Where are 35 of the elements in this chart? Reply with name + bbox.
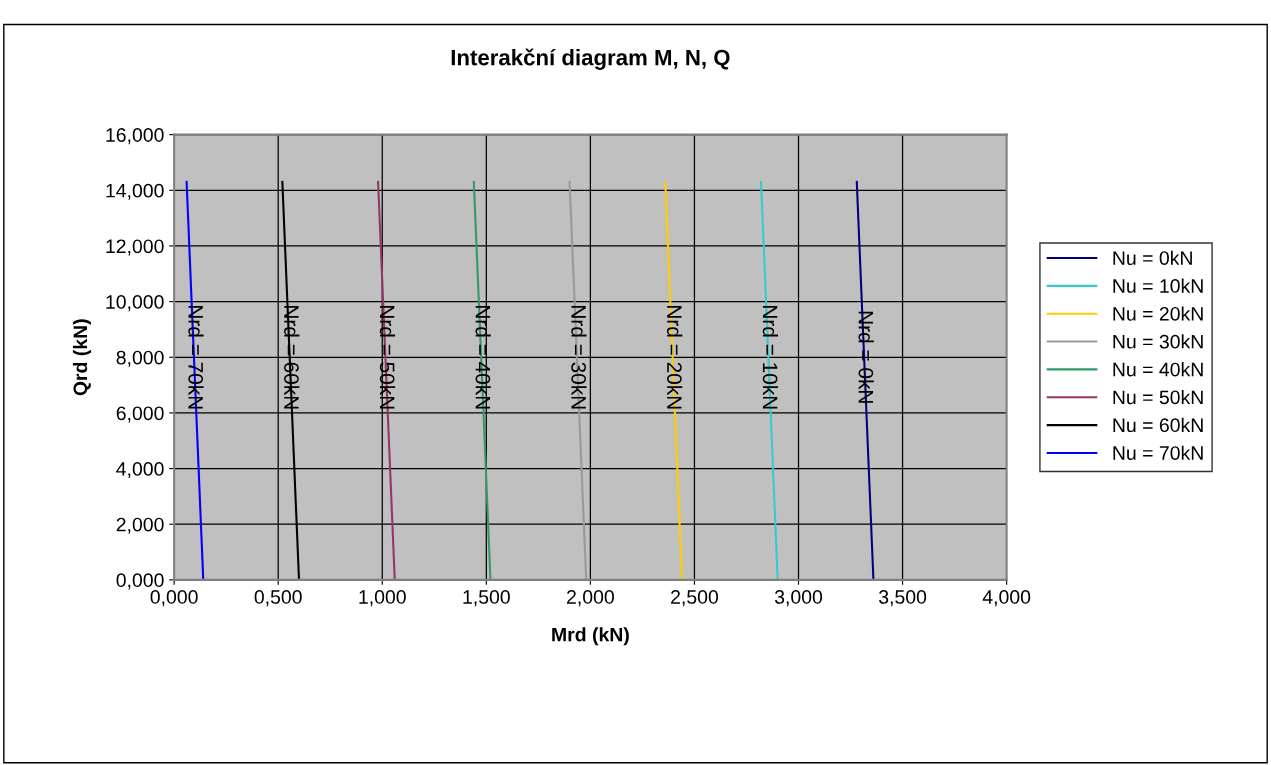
annotation: Nrd = 20kN <box>667 305 683 409</box>
annotation: Nrd = 40kN <box>475 305 491 409</box>
y-tick-label: 6,000 <box>116 406 164 423</box>
annotation: Nrd = 10kN <box>762 305 779 409</box>
x-tick-label: 1,000 <box>359 590 406 607</box>
x-tick-label: 3,500 <box>878 590 927 607</box>
y-tick-label: 14,000 <box>106 183 164 200</box>
y-tick-label: 10,000 <box>106 295 164 312</box>
y-tick-label: 12,000 <box>106 239 164 256</box>
y-tick-label: 2,000 <box>116 517 164 534</box>
x-tick-label: 4,000 <box>982 590 1031 607</box>
x-tick-label: 3,000 <box>774 590 823 607</box>
y-axis-title: Qrd (kN) <box>72 319 92 396</box>
x-tick-label: 1,500 <box>463 590 510 607</box>
x-axis-title: Mrd (kN) <box>552 627 629 646</box>
x-tick-label: 0,500 <box>254 590 302 607</box>
legend-label: Nu = 50kN <box>1113 389 1203 405</box>
x-tick-label: 0,000 <box>150 590 198 607</box>
annotation: Nrd = 50kN <box>379 305 396 409</box>
y-tick-label: 0,000 <box>116 573 164 590</box>
y-tick-label: 4,000 <box>116 462 164 479</box>
legend-label: Nu = 60kN <box>1113 417 1203 433</box>
annotation: Nrd = 70kN <box>188 305 204 409</box>
y-tick-label: 16,000 <box>106 128 164 145</box>
legend-label: Nu = 30kN <box>1113 334 1203 349</box>
legend-label: Nu = 10kN <box>1113 278 1203 293</box>
legend-label: Nu = 40kN <box>1113 362 1203 377</box>
annotation: Nrd = 30kN <box>571 305 587 409</box>
chart-title: Interakční diagram M, N, Q <box>451 48 730 70</box>
legend-label: Nu = 20kN <box>1113 306 1203 321</box>
x-tick-label: 2,000 <box>567 590 614 607</box>
legend-label: Nu = 70kN <box>1113 445 1203 460</box>
legend-label: Nu = 0kN <box>1113 250 1192 266</box>
y-tick-label: 8,000 <box>116 350 164 367</box>
x-tick-label: 2,500 <box>671 590 719 607</box>
